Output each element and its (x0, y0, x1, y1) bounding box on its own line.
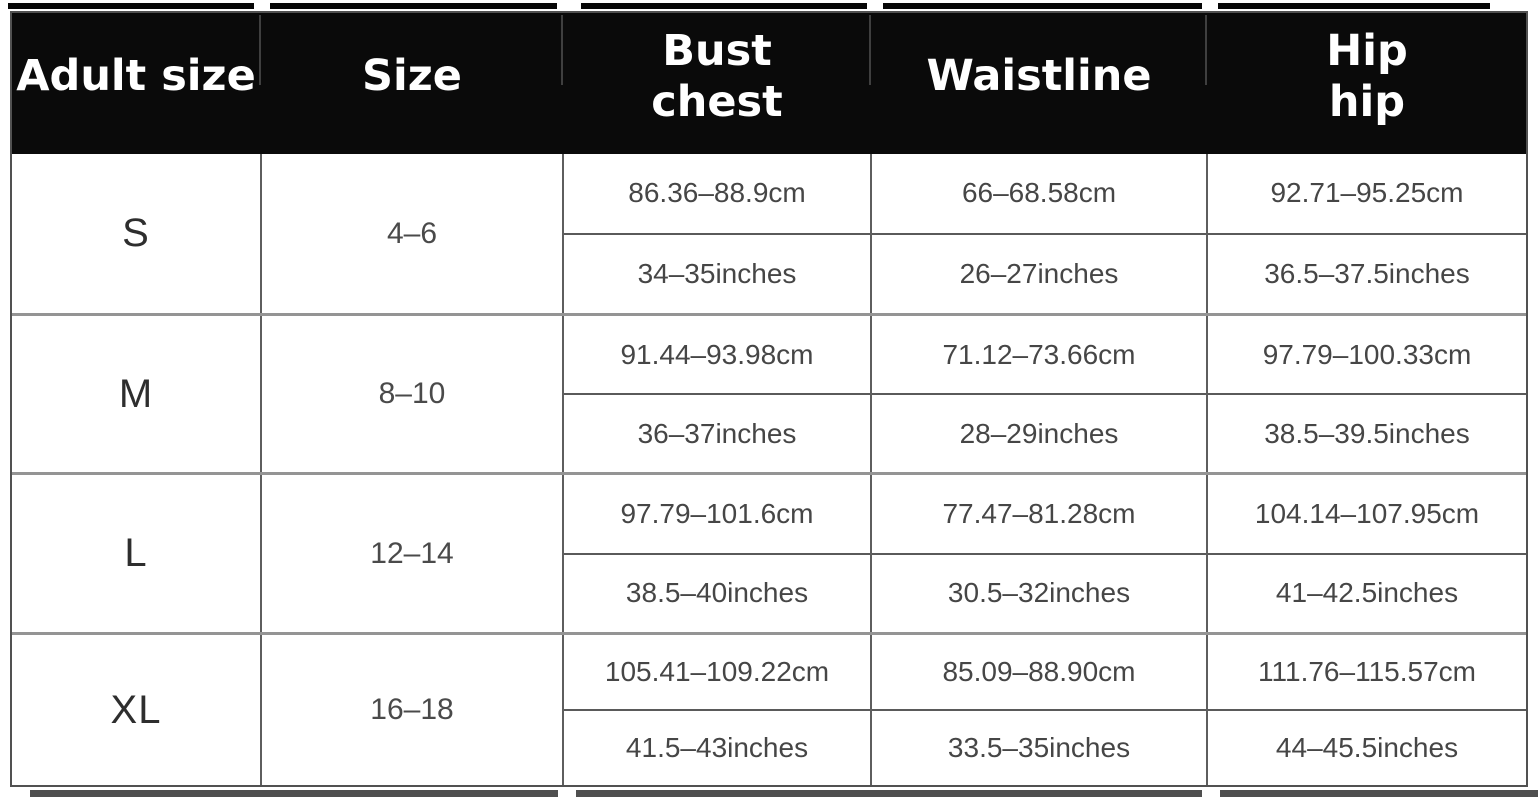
hip-inches-value: 36.5–37.5inches (1264, 257, 1470, 289)
header-cell-bust-chest: Bust chest (564, 13, 872, 154)
cell-size-range: 4–6 (262, 154, 564, 313)
waist-inches-value: 26–27inches (959, 257, 1119, 289)
cell-hip: 111.76–115.57cm 44–45.5inches (1208, 635, 1526, 785)
header-label: hip (1328, 76, 1406, 127)
top-crop-sliver (581, 3, 867, 9)
hip-cm-value: 104.14–107.95cm (1208, 475, 1526, 555)
bust-cm-value: 97.79–101.6cm (564, 475, 870, 555)
header-label: Bust (662, 25, 772, 76)
cell-waistline: 71.12–73.66cm 28–29inches (872, 316, 1208, 472)
cell-adult-size: L (12, 475, 262, 632)
bust-cm-value: 91.44–93.98cm (564, 316, 870, 395)
header-label: Hip (1326, 25, 1408, 76)
size-chart-table: Adult size Size Bust chest Waistline Hip… (10, 11, 1528, 787)
cell-waistline: 85.09–88.90cm 33.5–35inches (872, 635, 1208, 785)
waist-cm-value: 71.12–73.66cm (872, 316, 1206, 395)
cell-bust: 105.41–109.22cm 41.5–43inches (564, 635, 872, 785)
header-cell-waistline: Waistline (872, 13, 1208, 154)
cell-bust: 86.36–88.9cm 34–35inches (564, 154, 872, 313)
bust-inches-value: 41.5–43inches (625, 732, 809, 763)
waist-inches-value: 30.5–32inches (947, 577, 1131, 609)
bottom-crop-sliver (1220, 790, 1538, 797)
bust-inches-value: 34–35inches (637, 257, 797, 289)
cell-hip: 104.14–107.95cm 41–42.5inches (1208, 475, 1526, 632)
header-cell-adult-size: Adult size (12, 13, 262, 154)
header-label: chest (651, 76, 783, 127)
bottom-crop-sliver (576, 790, 1202, 797)
header-label: Waistline (926, 51, 1152, 102)
waist-inches-value: 28–29inches (959, 417, 1119, 449)
waist-cm-value: 77.47–81.28cm (872, 475, 1206, 555)
cell-adult-size: M (12, 316, 262, 472)
top-crop-sliver (883, 3, 1202, 9)
bust-cm-value: 86.36–88.9cm (564, 154, 870, 235)
cell-hip: 92.71–95.25cm 36.5–37.5inches (1208, 154, 1526, 313)
top-crop-sliver (8, 3, 254, 9)
table-header-row: Adult size Size Bust chest Waistline Hip… (12, 13, 1526, 154)
size-row-m: M 8–10 91.44–93.98cm 36–37inches 71.12–7… (12, 313, 1526, 472)
cell-hip: 97.79–100.33cm 38.5–39.5inches (1208, 316, 1526, 472)
header-cell-size: Size (262, 13, 564, 154)
hip-inches-value: 44–45.5inches (1275, 732, 1459, 763)
cell-size-range: 8–10 (262, 316, 564, 472)
bottom-crop-sliver (30, 790, 558, 797)
bust-inches-value: 36–37inches (637, 417, 797, 449)
hip-cm-value: 111.76–115.57cm (1208, 635, 1526, 711)
waist-inches-value: 33.5–35inches (947, 732, 1131, 763)
size-row-xl: XL 16–18 105.41–109.22cm 41.5–43inches 8… (12, 632, 1526, 785)
waist-cm-value: 66–68.58cm (872, 154, 1206, 235)
waist-cm-value: 85.09–88.90cm (872, 635, 1206, 711)
header-cell-hip: Hip hip (1208, 13, 1526, 154)
bust-inches-value: 38.5–40inches (625, 577, 809, 609)
header-label: Adult size (16, 51, 256, 102)
cell-waistline: 77.47–81.28cm 30.5–32inches (872, 475, 1208, 632)
hip-cm-value: 97.79–100.33cm (1208, 316, 1526, 395)
cell-adult-size: XL (12, 635, 262, 785)
top-crop-sliver (1218, 3, 1490, 9)
cell-size-range: 12–14 (262, 475, 564, 632)
hip-cm-value: 92.71–95.25cm (1208, 154, 1526, 235)
cell-waistline: 66–68.58cm 26–27inches (872, 154, 1208, 313)
size-row-s: S 4–6 86.36–88.9cm 34–35inches 66–68.58c… (12, 154, 1526, 313)
hip-inches-value: 41–42.5inches (1275, 577, 1459, 609)
cell-bust: 97.79–101.6cm 38.5–40inches (564, 475, 872, 632)
bust-cm-value: 105.41–109.22cm (564, 635, 870, 711)
cell-size-range: 16–18 (262, 635, 564, 785)
header-label: Size (362, 51, 462, 102)
cell-adult-size: S (12, 154, 262, 313)
top-crop-sliver (270, 3, 557, 9)
cell-bust: 91.44–93.98cm 36–37inches (564, 316, 872, 472)
hip-inches-value: 38.5–39.5inches (1264, 417, 1470, 449)
size-row-l: L 12–14 97.79–101.6cm 38.5–40inches 77.4… (12, 472, 1526, 632)
